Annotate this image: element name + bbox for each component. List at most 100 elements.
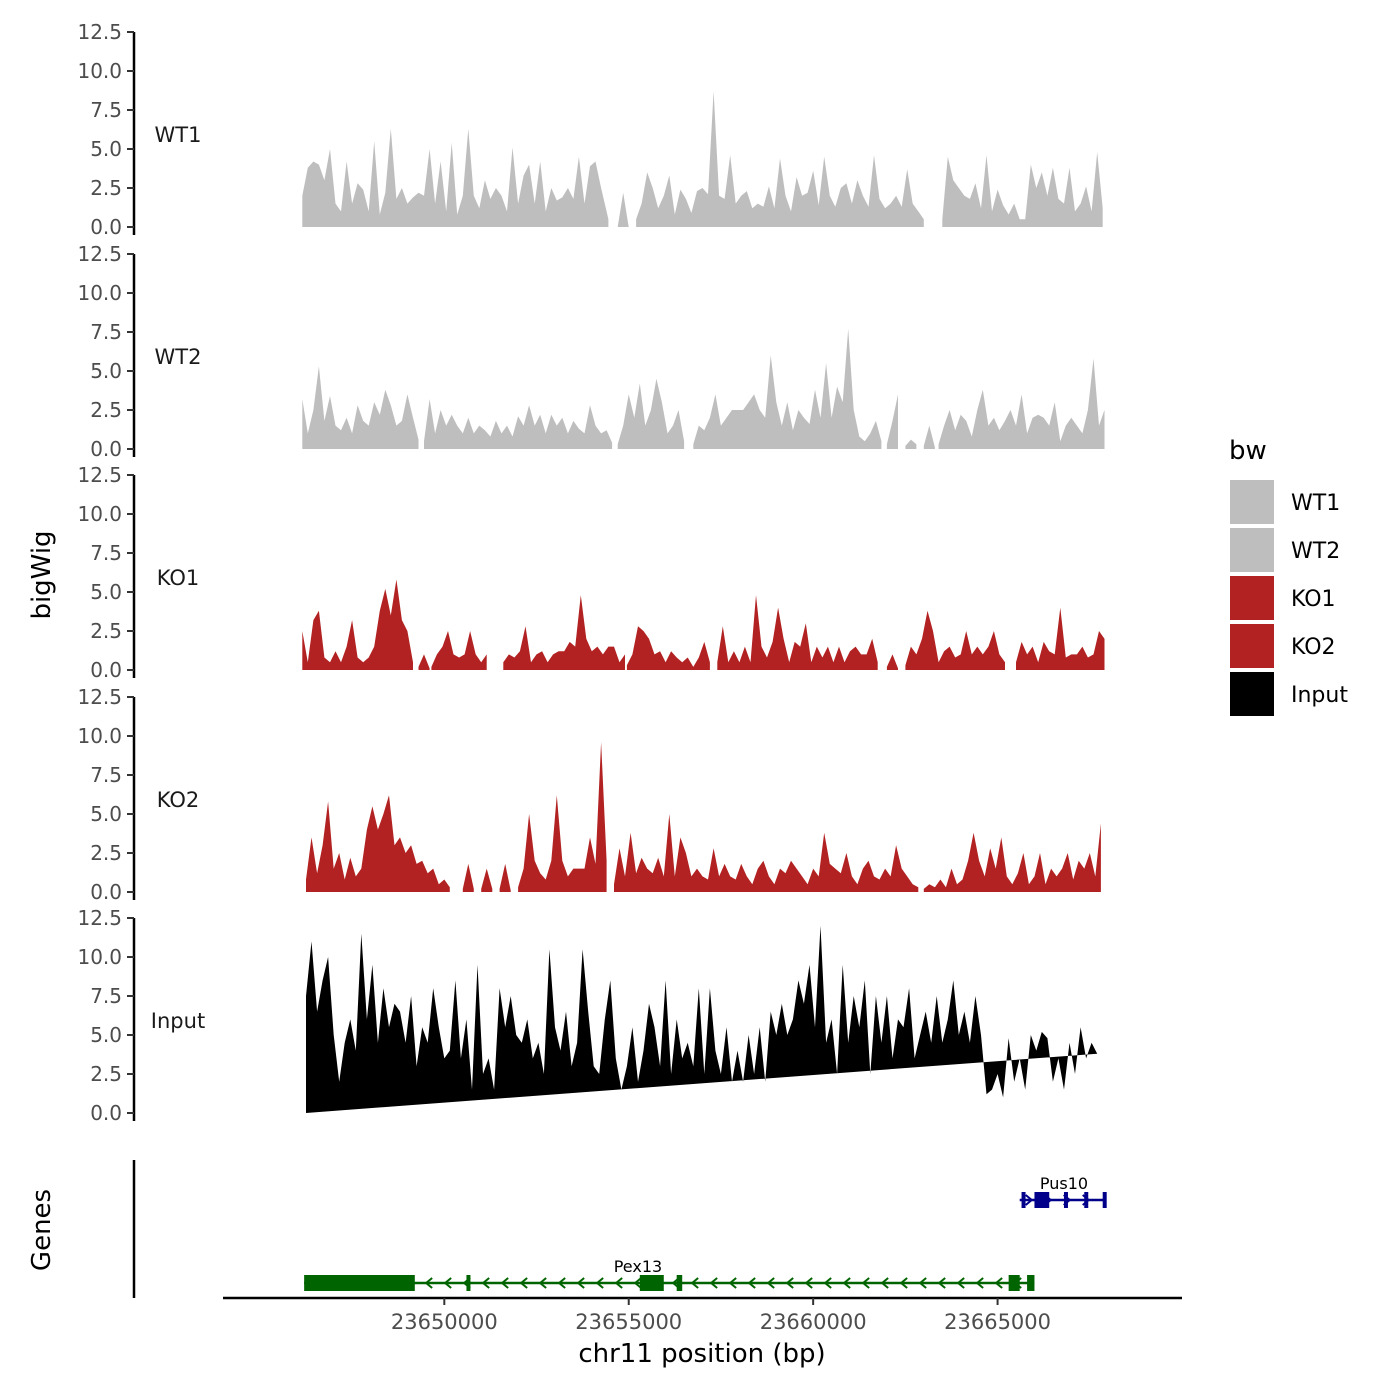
legend-swatch xyxy=(1230,624,1274,668)
y-tick-label: 2.5 xyxy=(90,398,122,422)
strand-arrow xyxy=(994,1277,1003,1289)
y-tick-label: 12.5 xyxy=(77,463,122,487)
coverage-area-wt2-0 xyxy=(302,366,419,449)
strand-arrow xyxy=(804,1277,813,1289)
strand-arrow xyxy=(595,1277,604,1289)
y-tick-label: 12.5 xyxy=(77,20,122,44)
strand-arrow xyxy=(956,1277,965,1289)
x-axis: 23650000 23655000 23660000 23665000 xyxy=(223,1296,1182,1334)
y-tick-label: 12.5 xyxy=(77,242,122,266)
y-tick-label: 7.5 xyxy=(90,320,122,344)
x-tick-label: 23650000 xyxy=(391,1310,498,1334)
exon-block xyxy=(466,1275,471,1291)
gene-label-pus10: Pus10 xyxy=(1040,1174,1088,1193)
strand-arrow xyxy=(975,1277,984,1289)
coverage-area-ko1-3 xyxy=(503,595,625,670)
x-tick-label: 23660000 xyxy=(760,1310,867,1334)
strand-arrow xyxy=(861,1277,870,1289)
coverage-area-wt2-3 xyxy=(693,328,882,449)
exon-block xyxy=(676,1275,683,1291)
strand-arrow xyxy=(690,1277,699,1289)
coverage-area-ko2-6 xyxy=(923,823,1101,892)
coverage-area-ko1-0 xyxy=(302,579,413,670)
strand-arrow xyxy=(614,1277,623,1289)
y-tick-label: 12.5 xyxy=(77,685,122,709)
legend: bw WT1 WT2 KO1 KO2 Input xyxy=(1229,436,1348,716)
coverage-area-ko2-5 xyxy=(614,814,919,892)
gene-pex13: Pex13 xyxy=(304,1257,1035,1291)
exon-block xyxy=(639,1275,664,1291)
strand-arrow xyxy=(538,1277,547,1289)
strand-arrow xyxy=(785,1277,794,1289)
strand-arrow xyxy=(424,1277,433,1289)
y-tick-label: 7.5 xyxy=(90,98,122,122)
exon-block xyxy=(304,1275,415,1291)
y-tick-label: 2.5 xyxy=(90,619,122,643)
coverage-area-input-0 xyxy=(306,925,1098,1113)
y-tick-label: 0.0 xyxy=(90,1101,122,1125)
x-tick-label: 23655000 xyxy=(575,1310,682,1334)
y-tick-label: 10.0 xyxy=(77,59,122,83)
legend-label: Input xyxy=(1291,683,1348,708)
y-tick-label: 7.5 xyxy=(90,984,122,1008)
y-tick-label: 5.0 xyxy=(90,359,122,383)
coverage-area-ko1-6 xyxy=(886,654,898,670)
legend-item-ko1: KO1 xyxy=(1230,576,1336,620)
exon-block xyxy=(1102,1192,1107,1208)
coverage-area-ko1-2 xyxy=(431,631,487,670)
y-tick-label: 0.0 xyxy=(90,658,122,682)
strand-arrow xyxy=(880,1277,889,1289)
exon-block xyxy=(1021,1192,1026,1208)
track-wt2: 0.0 2.5 5.0 7.5 10.0 12.5 WT2 xyxy=(77,242,1105,461)
legend-swatch xyxy=(1230,480,1274,524)
gene-annotation-panel: Pus10 Pex13 xyxy=(132,1160,1107,1298)
coverage-area-wt1-2 xyxy=(636,91,924,227)
legend-label: WT1 xyxy=(1291,491,1340,516)
track-input: 0.0 2.5 5.0 7.5 10.0 12.5 Input xyxy=(77,906,1098,1125)
coverage-area-ko1-5 xyxy=(717,595,878,670)
strand-arrow xyxy=(937,1277,946,1289)
exon-block xyxy=(1008,1275,1020,1291)
legend-item-wt1: WT1 xyxy=(1230,480,1340,524)
coverage-area-wt2-1 xyxy=(424,399,613,449)
exon-block xyxy=(1084,1192,1089,1208)
coverage-area-wt1-1 xyxy=(617,192,629,227)
y-tick-label: 12.5 xyxy=(77,906,122,930)
strand-arrow xyxy=(899,1277,908,1289)
strand-arrow xyxy=(766,1277,775,1289)
track-label-wt1: WT1 xyxy=(155,123,202,147)
y-tick-label: 10.0 xyxy=(77,502,122,526)
y-tick-label: 2.5 xyxy=(90,1062,122,1086)
coverage-area-wt2-6 xyxy=(923,425,935,449)
legend-items: WT1 WT2 KO1 KO2 Input xyxy=(1230,480,1348,716)
y-tick-label: 10.0 xyxy=(77,281,122,305)
coverage-area-wt1-3 xyxy=(942,152,1103,227)
exon-block xyxy=(1063,1192,1068,1208)
y-tick-label: 2.5 xyxy=(90,841,122,865)
coverage-area-wt2-7 xyxy=(938,358,1105,449)
genes-axis-title: Genes xyxy=(27,1189,57,1271)
coverage-area-ko1-7 xyxy=(905,610,1005,670)
coverage-area-wt2-2 xyxy=(617,378,685,449)
track-label-wt2: WT2 xyxy=(155,345,202,369)
y-tick-label: 0.0 xyxy=(90,215,122,239)
strand-arrow xyxy=(823,1277,832,1289)
y-tick-label: 10.0 xyxy=(77,724,122,748)
strand-arrow xyxy=(519,1277,528,1289)
legend-swatch xyxy=(1230,672,1274,716)
x-axis-title: chr11 position (bp) xyxy=(578,1339,825,1369)
strand-arrow xyxy=(633,1277,642,1289)
gene-label-pex13: Pex13 xyxy=(614,1257,662,1276)
coverage-area-ko2-3 xyxy=(499,863,511,892)
y-tick-label: 2.5 xyxy=(90,176,122,200)
coverage-area-ko1-1 xyxy=(418,654,430,670)
coverage-area-ko2-0 xyxy=(306,795,450,892)
track-label-ko1: KO1 xyxy=(157,566,200,590)
y-tick-label: 5.0 xyxy=(90,802,122,826)
y-tick-label: 5.0 xyxy=(90,580,122,604)
x-tick-label: 23665000 xyxy=(944,1310,1051,1334)
coverage-area-ko1-4 xyxy=(626,626,710,670)
coverage-area-ko1-8 xyxy=(1016,607,1105,670)
legend-swatch xyxy=(1230,528,1274,572)
